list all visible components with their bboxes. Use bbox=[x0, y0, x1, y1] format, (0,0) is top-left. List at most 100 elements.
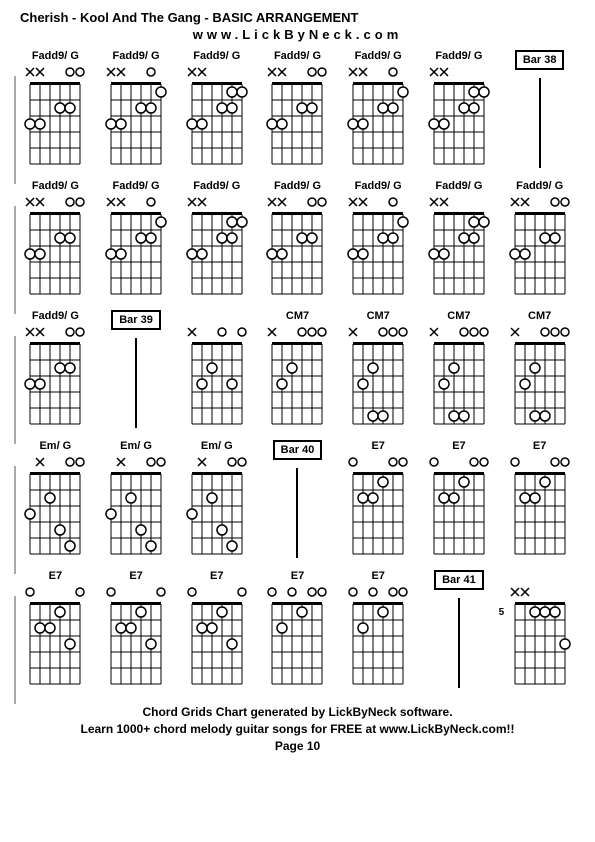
chord-cell: E7 bbox=[20, 570, 91, 694]
chord-diagram bbox=[186, 456, 248, 564]
chord-cell: E7 bbox=[343, 440, 414, 564]
chord-diagram bbox=[347, 326, 409, 434]
chord-cell: Fadd9/ G bbox=[262, 50, 333, 174]
fret-position-label: 5 bbox=[499, 607, 505, 618]
chord-cell: Fadd9/ G bbox=[20, 180, 91, 304]
chord-cell: Em/ G bbox=[181, 440, 252, 564]
chord-diagram bbox=[266, 326, 328, 434]
chord-diagram-svg bbox=[428, 196, 490, 304]
page-subtitle: www.LickByNeck.com bbox=[20, 27, 575, 42]
chord-label: Fadd9/ G bbox=[355, 180, 402, 194]
chord-diagram bbox=[105, 66, 167, 174]
chord-cell: E7 bbox=[504, 440, 575, 564]
chord-cell: Em/ G bbox=[20, 440, 91, 564]
chord-diagram bbox=[24, 456, 86, 564]
chord-diagram bbox=[266, 196, 328, 304]
chord-diagram-svg bbox=[105, 66, 167, 174]
bar-marker-cell: Bar 38 bbox=[504, 50, 575, 174]
chord-diagram: 5 bbox=[509, 586, 571, 694]
chord-diagram-svg bbox=[509, 326, 571, 434]
chord-label: Fadd9/ G bbox=[193, 180, 240, 194]
chord-cell: Fadd9/ G bbox=[181, 50, 252, 174]
row-start-line bbox=[14, 466, 16, 574]
chord-diagram bbox=[186, 196, 248, 304]
chord-label: Fadd9/ G bbox=[274, 180, 321, 194]
chord-label: E7 bbox=[533, 440, 546, 454]
chord-label: Fadd9/ G bbox=[32, 50, 79, 64]
chord-diagram-svg bbox=[266, 66, 328, 174]
chord-cell: E7 bbox=[262, 570, 333, 694]
chord-cell: CM7 bbox=[343, 310, 414, 434]
chord-diagram-svg bbox=[24, 456, 86, 564]
chord-diagram bbox=[428, 456, 490, 564]
chord-diagram bbox=[266, 586, 328, 694]
chord-diagram-svg bbox=[347, 586, 409, 694]
chord-diagram-svg bbox=[428, 456, 490, 564]
chord-diagram-svg bbox=[509, 196, 571, 304]
chord-label: CM7 bbox=[447, 310, 470, 324]
chord-cell: Fadd9/ G bbox=[101, 180, 172, 304]
chord-label: Fadd9/ G bbox=[113, 50, 160, 64]
chord-diagram-svg bbox=[105, 456, 167, 564]
chord-cell: Fadd9/ G bbox=[20, 310, 91, 434]
chord-label: Fadd9/ G bbox=[113, 180, 160, 194]
chord-diagram bbox=[347, 196, 409, 304]
chord-label: E7 bbox=[129, 570, 142, 584]
chord-cell: CM7 bbox=[262, 310, 333, 434]
chord-cell: 5 bbox=[504, 570, 575, 694]
chord-cell: Fadd9/ G bbox=[424, 50, 495, 174]
chord-diagram bbox=[347, 586, 409, 694]
chord-cell: Fadd9/ G bbox=[504, 180, 575, 304]
chord-cell: Fadd9/ G bbox=[20, 50, 91, 174]
chord-cell: Fadd9/ G bbox=[181, 180, 252, 304]
chord-cell: Fadd9/ G bbox=[262, 180, 333, 304]
bar-divider bbox=[296, 468, 298, 558]
bar-marker-cell: Bar 39 bbox=[101, 310, 172, 434]
chord-diagram bbox=[509, 196, 571, 304]
bar-marker-cell: Bar 40 bbox=[262, 440, 333, 564]
chord-label: Fadd9/ G bbox=[193, 50, 240, 64]
row-start-line bbox=[14, 206, 16, 314]
bar-label: Bar 41 bbox=[434, 570, 484, 590]
chord-label: CM7 bbox=[286, 310, 309, 324]
bar-divider bbox=[539, 78, 541, 168]
chord-diagram-svg bbox=[186, 586, 248, 694]
bar-label: Bar 39 bbox=[111, 310, 161, 330]
chord-cell: Fadd9/ G bbox=[343, 180, 414, 304]
chord-diagram-svg bbox=[24, 66, 86, 174]
chord-diagram-svg bbox=[266, 586, 328, 694]
chord-diagram bbox=[186, 586, 248, 694]
chord-diagram-svg bbox=[186, 456, 248, 564]
chord-diagram-svg bbox=[24, 196, 86, 304]
bar-label: Bar 38 bbox=[515, 50, 565, 70]
chord-cell: E7 bbox=[424, 440, 495, 564]
chord-diagram bbox=[347, 66, 409, 174]
chord-diagram bbox=[428, 326, 490, 434]
chord-diagram-svg bbox=[509, 586, 571, 694]
chord-diagram-svg bbox=[509, 456, 571, 564]
chord-label: Em/ G bbox=[120, 440, 152, 454]
chord-diagram-svg bbox=[24, 326, 86, 434]
chord-label: CM7 bbox=[528, 310, 551, 324]
chord-diagram-svg bbox=[24, 586, 86, 694]
chord-diagram-svg bbox=[347, 326, 409, 434]
chord-diagram-svg bbox=[105, 586, 167, 694]
chord-label: Fadd9/ G bbox=[355, 50, 402, 64]
chord-label: CM7 bbox=[367, 310, 390, 324]
chord-cell: Fadd9/ G bbox=[343, 50, 414, 174]
chord-diagram bbox=[186, 326, 248, 434]
chord-label: E7 bbox=[371, 570, 384, 584]
chord-cell: CM7 bbox=[424, 310, 495, 434]
bar-divider bbox=[458, 598, 460, 688]
chord-label: Fadd9/ G bbox=[435, 50, 482, 64]
chord-diagram-svg bbox=[186, 66, 248, 174]
chord-label: Fadd9/ G bbox=[435, 180, 482, 194]
footer-line-1: Chord Grids Chart generated by LickByNec… bbox=[20, 704, 575, 721]
chord-diagram-svg bbox=[186, 326, 248, 434]
chord-diagram bbox=[266, 66, 328, 174]
footer-line-2: Learn 1000+ chord melody guitar songs fo… bbox=[20, 721, 575, 738]
page-footer: Chord Grids Chart generated by LickByNec… bbox=[20, 704, 575, 754]
chord-diagram-svg bbox=[428, 326, 490, 434]
chord-diagram bbox=[509, 456, 571, 564]
chord-diagram bbox=[428, 66, 490, 174]
